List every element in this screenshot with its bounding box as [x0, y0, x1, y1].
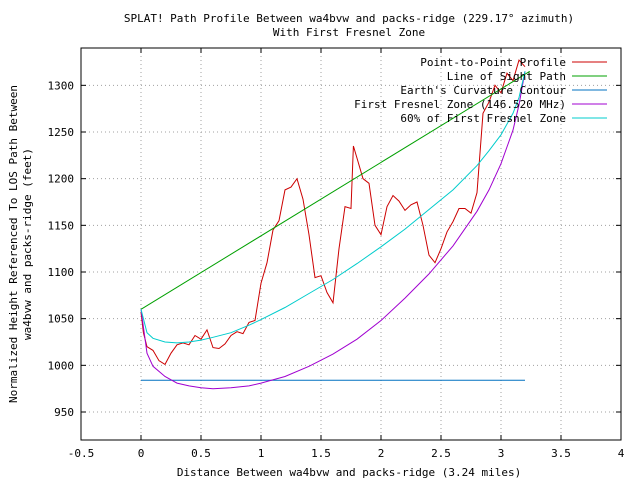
series-line-2 — [140, 70, 531, 310]
y-tick-label: 1250 — [48, 126, 75, 139]
grid — [81, 48, 621, 440]
chart-subtitle: With First Fresnel Zone — [273, 26, 425, 39]
legend-label: First Fresnel Zone (146.520 MHz) — [354, 98, 566, 111]
legend-label: 60% of First Fresnel Zone — [400, 112, 566, 125]
x-tick-label: 3 — [498, 447, 505, 460]
x-tick-label: -0.5 — [68, 447, 95, 460]
axis-ticks: -0.5 0 0.5 1 1.5 2 2.5 3 3.5 4 950 1000 1050 1100 1150… — [48, 48, 625, 460]
legend-label: Point-to-Point Profile — [420, 56, 566, 69]
y-tick-label: 1050 — [48, 313, 75, 326]
x-tick-label: 2 — [378, 447, 385, 460]
y-tick-label: 1100 — [48, 266, 75, 279]
series-line-1 — [140, 59, 526, 366]
x-axis-label: Distance Between wa4bvw and packs-ridge … — [177, 466, 521, 479]
chart-title: SPLAT! Path Profile Between wa4bvw and p… — [124, 12, 574, 25]
x-tick-label: 2.5 — [431, 447, 451, 460]
y-tick-label: 950 — [54, 406, 74, 419]
x-tick-label: 0.5 — [191, 447, 211, 460]
x-tick-label: 1 — [258, 447, 265, 460]
plot-frame — [80, 47, 622, 441]
legend-label: Line of Sight Path — [447, 70, 566, 83]
y-tick-label: 1000 — [48, 359, 75, 372]
y-tick-label: 1150 — [48, 219, 75, 232]
x-tick-label: 0 — [138, 447, 145, 460]
series-line-5 — [140, 71, 526, 344]
series-line-4 — [140, 71, 526, 390]
x-tick-label: 3.5 — [551, 447, 571, 460]
x-tick-label: 4 — [618, 447, 625, 460]
x-tick-label: 1.5 — [311, 447, 331, 460]
series-layer — [140, 59, 531, 390]
legend-label: Earth's Curvature Contour — [400, 84, 566, 97]
y-axis-label-line1: Normalized Height Referenced To LOS Path… — [7, 85, 20, 403]
y-tick-label: 1200 — [48, 173, 75, 186]
y-tick-label: 1300 — [48, 79, 75, 92]
y-axis-label-line2: wa4bvw and packs-ridge (feet) — [21, 148, 34, 340]
